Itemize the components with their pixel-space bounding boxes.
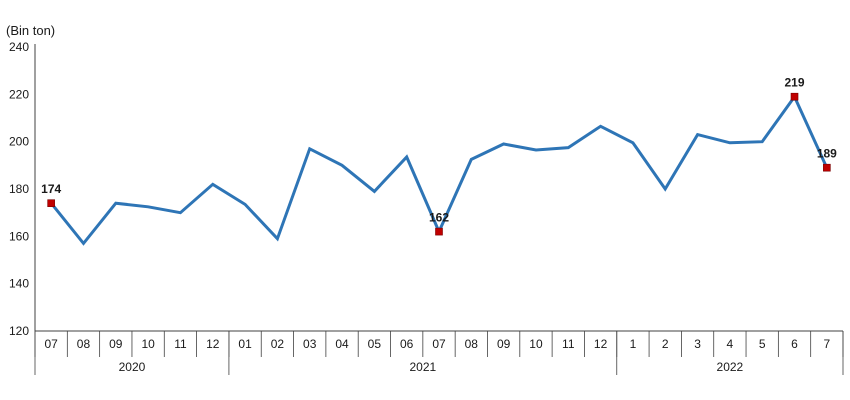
x-tick-label: 10 bbox=[141, 337, 155, 351]
axes bbox=[34, 44, 843, 332]
x-tick-label: 09 bbox=[497, 337, 511, 351]
x-tick-label: 5 bbox=[759, 337, 766, 351]
x-tick-label: 10 bbox=[529, 337, 543, 351]
x-tick-label: 3 bbox=[694, 337, 701, 351]
x-tick-label: 11 bbox=[174, 337, 187, 351]
data-label: 189 bbox=[817, 147, 837, 161]
data-point-marker bbox=[823, 163, 831, 172]
data-label: 162 bbox=[429, 211, 449, 225]
year-label: 2020 bbox=[119, 360, 146, 374]
x-tick-label: 6 bbox=[791, 337, 798, 351]
x-tick-label: 01 bbox=[238, 337, 252, 351]
x-tick-label: 06 bbox=[400, 337, 414, 351]
x-tick-label: 12 bbox=[594, 337, 608, 351]
x-tick-label: 03 bbox=[303, 337, 317, 351]
x-tick-label: 08 bbox=[465, 337, 479, 351]
highlight-markers bbox=[47, 92, 831, 236]
y-axis: 120 140 160 180 200 220 240 bbox=[9, 40, 29, 338]
x-tick-label: 1 bbox=[630, 337, 637, 351]
x-tick-label: 09 bbox=[109, 337, 123, 351]
x-tick-label: 04 bbox=[335, 337, 349, 351]
x-tick-label: 07 bbox=[44, 337, 58, 351]
x-axis-years: 2020 2021 2022 bbox=[34, 331, 844, 375]
data-point-marker bbox=[790, 92, 799, 101]
y-axis-unit-label: (Bin ton) bbox=[6, 23, 55, 38]
x-tick-label: 7 bbox=[823, 337, 830, 351]
y-tick-label: 160 bbox=[9, 229, 29, 243]
data-point-marker bbox=[47, 199, 55, 207]
y-tick-label: 180 bbox=[9, 182, 29, 196]
x-tick-label: 4 bbox=[727, 337, 734, 351]
x-tick-label: 11 bbox=[562, 337, 575, 351]
x-tick-label: 05 bbox=[368, 337, 382, 351]
y-tick-label: 140 bbox=[9, 277, 29, 291]
x-tick-label: 12 bbox=[206, 337, 220, 351]
y-tick-label: 200 bbox=[9, 135, 29, 149]
y-tick-label: 220 bbox=[9, 87, 29, 101]
x-tick-label: 2 bbox=[662, 337, 669, 351]
x-tick-label: 08 bbox=[77, 337, 91, 351]
data-label: 174 bbox=[41, 182, 61, 196]
x-tick-label: 07 bbox=[432, 337, 446, 351]
x-axis-categories: 07 08 09 10 11 12 01 02 03 04 05 06 07 08 09 10 11 12 1 2 3 4… bbox=[34, 331, 844, 357]
year-label: 2022 bbox=[717, 360, 744, 374]
year-label: 2021 bbox=[409, 360, 436, 374]
data-label: 219 bbox=[785, 76, 805, 90]
x-tick-label: 02 bbox=[271, 337, 285, 351]
data-labels: 174 162 219 189 bbox=[41, 76, 837, 225]
data-point-marker bbox=[435, 227, 443, 236]
y-tick-label: 240 bbox=[9, 40, 29, 54]
y-tick-label: 120 bbox=[9, 324, 29, 338]
